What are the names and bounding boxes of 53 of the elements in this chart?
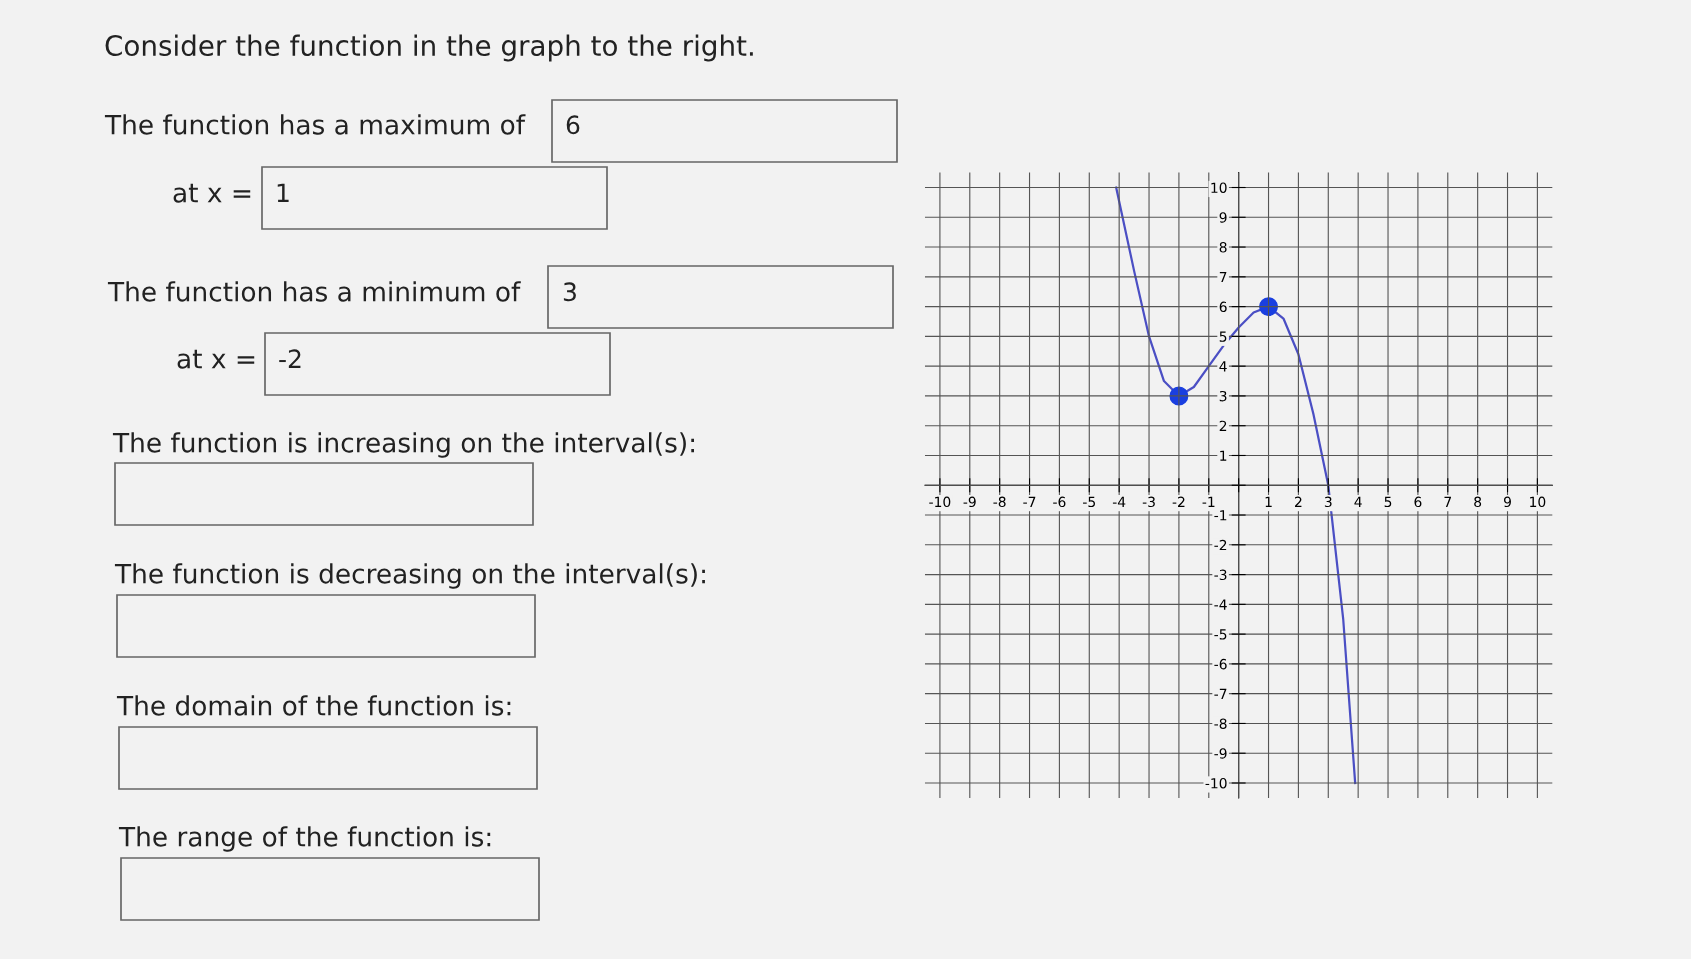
x-tick-label: 7 (1444, 496, 1452, 507)
text: 3 (563, 282, 576, 302)
x-tick-label: 5 (1384, 496, 1392, 508)
x-tick-label: -2 (1172, 496, 1185, 507)
text: at x = (177, 349, 255, 369)
text: The range of the function is: (118, 826, 491, 852)
text: The function is increasing on the interval(s): (112, 432, 694, 458)
y-tick-label: 1 (1220, 450, 1227, 461)
text: The function has a minimum of (107, 281, 521, 302)
y-tick-label: -10 (1205, 777, 1227, 789)
y-tick-label: 8 (1219, 242, 1227, 253)
x-tick-label: 10 (1530, 496, 1546, 508)
x-tick-label: -1 (1202, 496, 1215, 507)
text: 1 (277, 183, 289, 202)
x-tick-label: -7 (1023, 496, 1036, 507)
x-tick-label: 6 (1414, 496, 1422, 508)
x-tick-label: -5 (1083, 496, 1095, 508)
y-tick-label: -6 (1214, 658, 1227, 670)
x-tick-label: -3 (1142, 496, 1155, 508)
x-tick-label: -6 (1053, 496, 1066, 508)
x-tick-label: 9 (1503, 496, 1511, 508)
y-tick-label: 3 (1219, 390, 1227, 402)
text: The domain of the function is: (116, 695, 511, 716)
y-tick-label: 7 (1219, 271, 1227, 283)
y-tick-label: -9 (1214, 748, 1227, 759)
text: -2 (279, 349, 301, 368)
y-tick-label: -4 (1214, 599, 1227, 610)
y-tick-label: 2 (1219, 420, 1227, 431)
text: Consider the function in the graph to the right. (105, 34, 753, 62)
x-tick-label: 2 (1295, 496, 1302, 507)
text: at x = (173, 183, 251, 203)
x-tick-label: -10 (929, 496, 951, 508)
y-tick-label: 10 (1211, 182, 1227, 193)
text: 6 (566, 115, 580, 135)
x-tick-label: -8 (993, 496, 1006, 508)
y-tick-label: -3 (1214, 569, 1227, 581)
y-tick-label: 4 (1219, 361, 1227, 372)
x-tick-label: -9 (963, 496, 976, 508)
x-tick-label: -4 (1112, 496, 1126, 507)
y-tick-label: -7 (1214, 688, 1227, 699)
y-tick-label: -5 (1214, 629, 1227, 640)
text: The function is decreasing on the interval(s): (114, 563, 705, 589)
x-tick-label: 1 (1265, 496, 1272, 507)
x-tick-label: 4 (1354, 496, 1362, 507)
text: The function has a maximum of (104, 114, 526, 135)
y-tick-label: 9 (1219, 212, 1227, 223)
y-tick-label: -2 (1214, 539, 1227, 551)
y-tick-label: -8 (1214, 718, 1227, 729)
y-tick-label: -1 (1214, 510, 1227, 521)
x-tick-label: 3 (1324, 496, 1332, 508)
y-tick-label: 6 (1219, 301, 1227, 313)
y-tick-label: 5 (1219, 331, 1227, 342)
x-tick-label: 8 (1474, 496, 1482, 508)
